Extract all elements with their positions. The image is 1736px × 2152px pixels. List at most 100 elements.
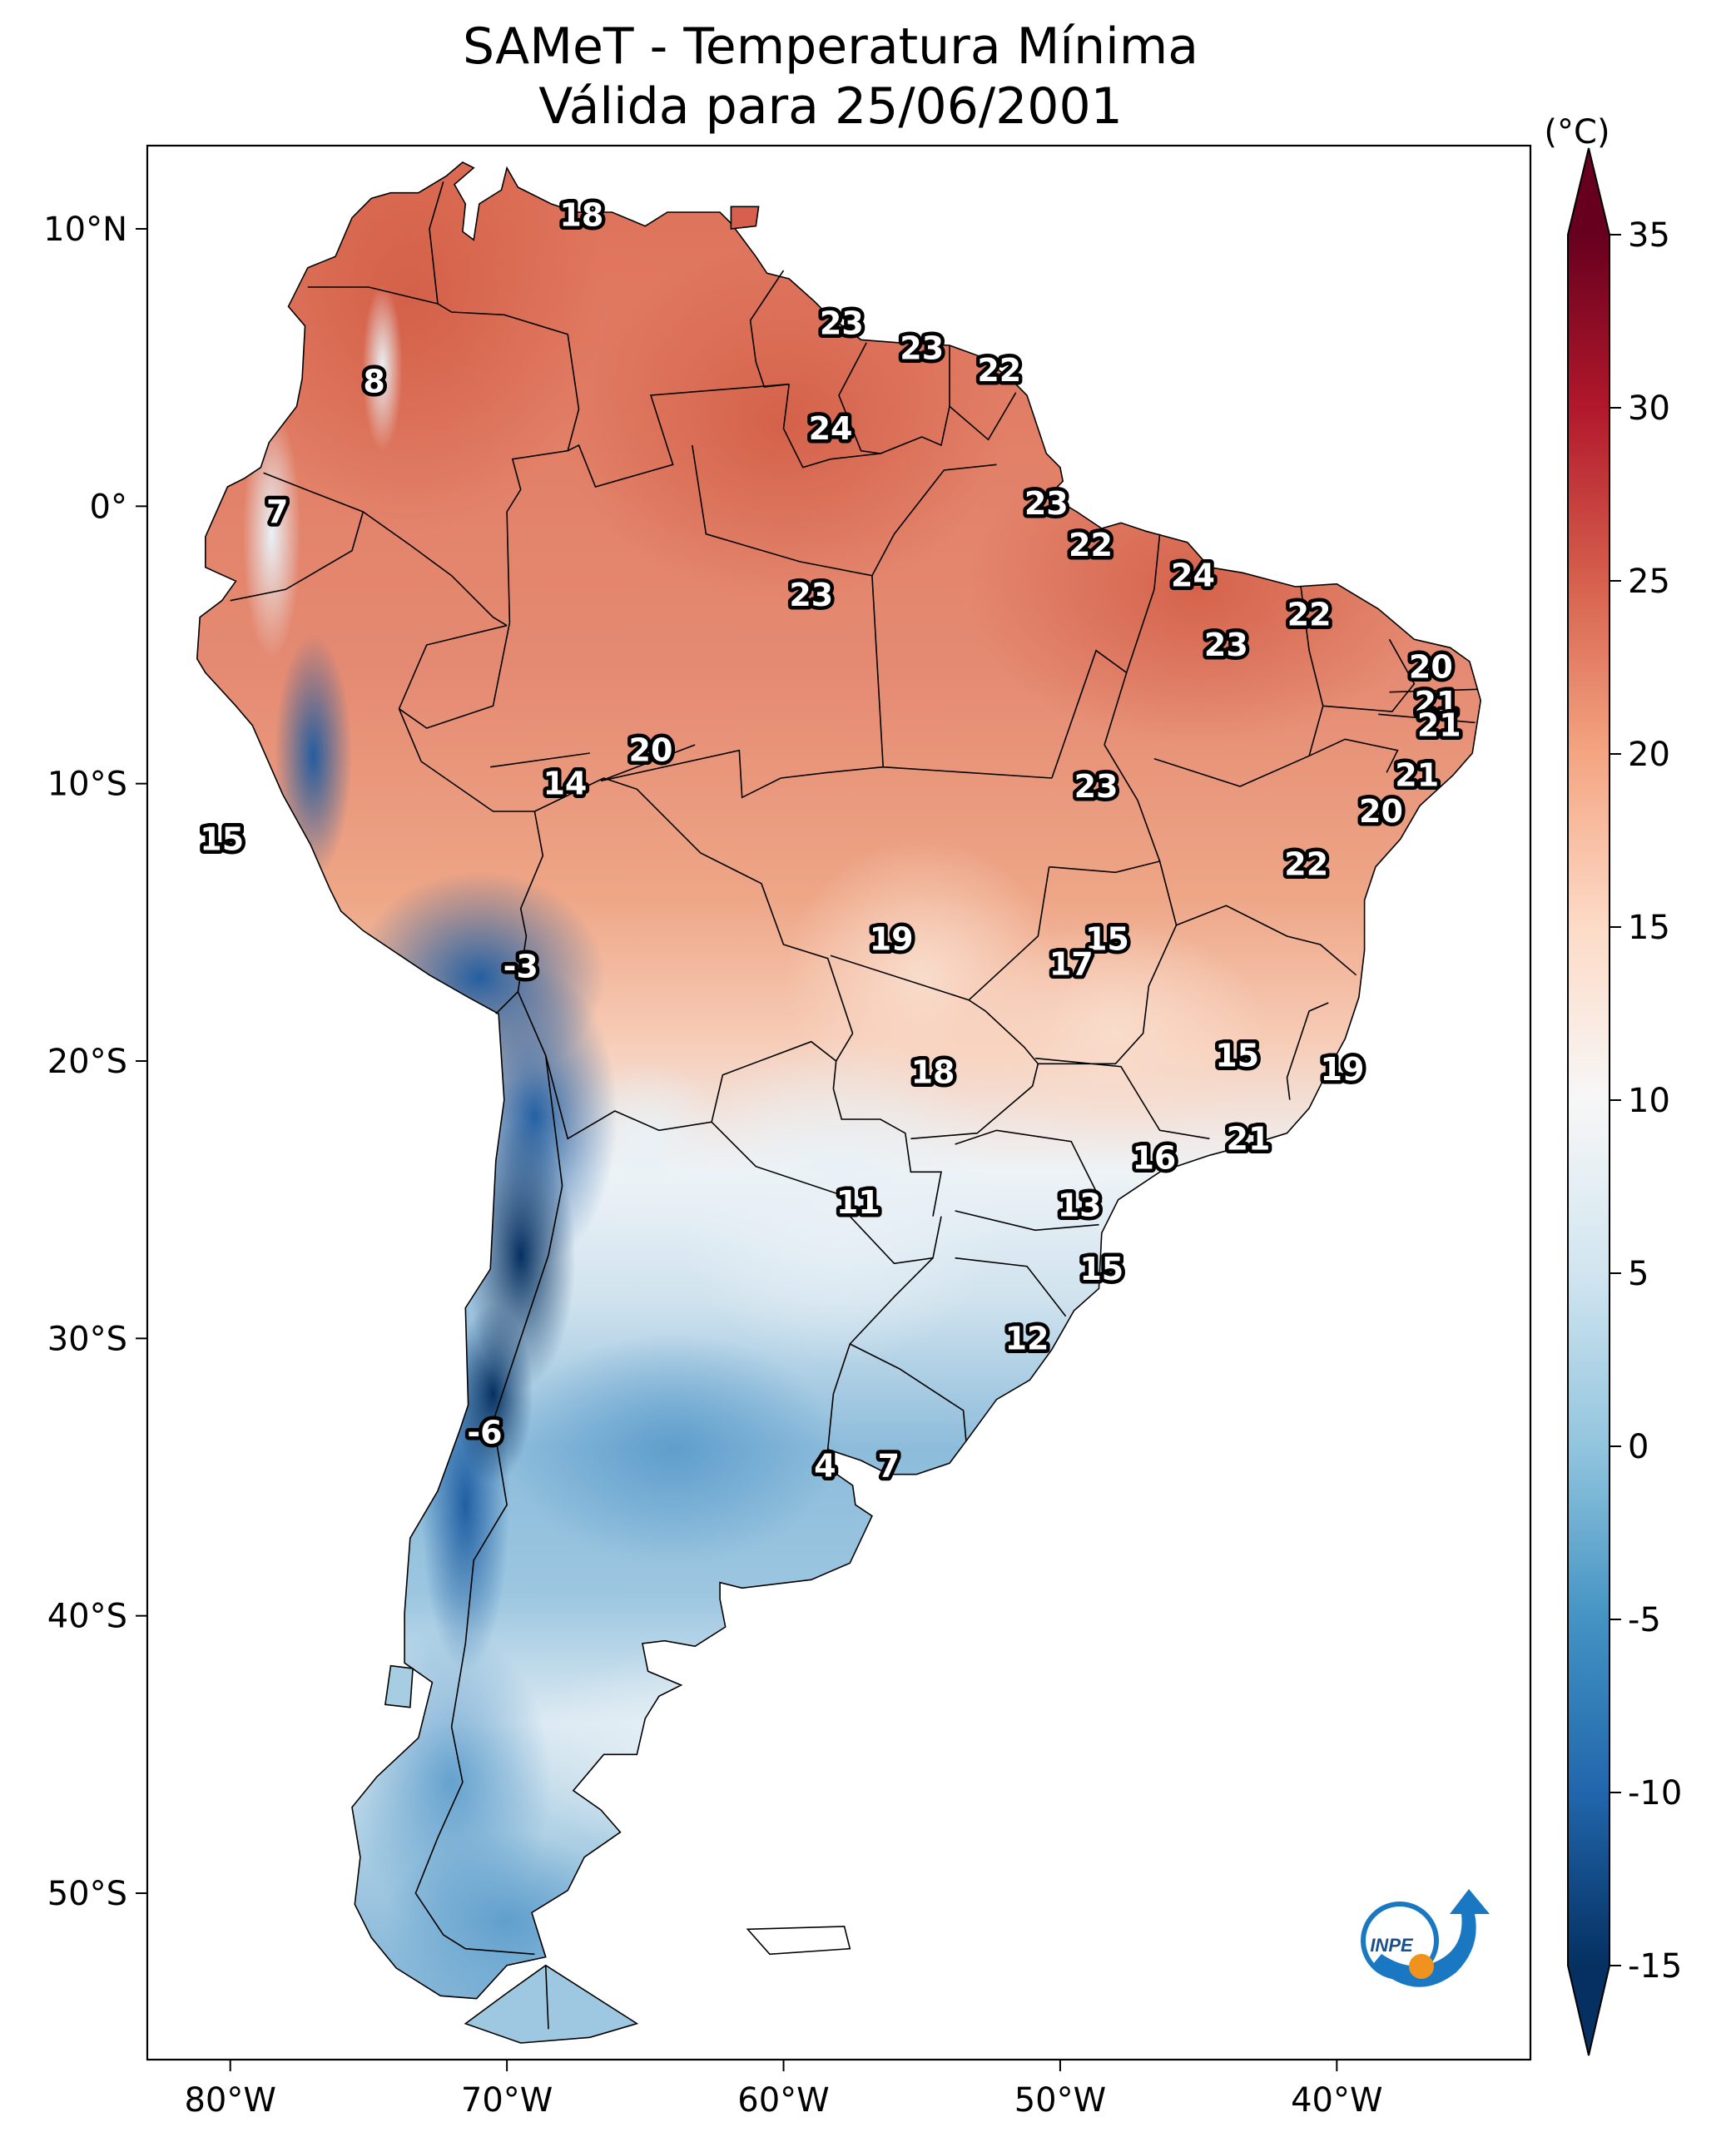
logo-text: INPE — [1370, 1935, 1414, 1956]
temperature-patch — [453, 1304, 533, 1484]
island — [464, 1964, 639, 2044]
colorbar-tick-label: 10 — [1628, 1082, 1670, 1120]
lon-tick-label: 40°W — [1291, 2081, 1382, 2120]
temperature-value-label: 24 — [1171, 558, 1215, 594]
state-border — [1049, 649, 1161, 874]
state-border — [1322, 638, 1416, 712]
longitude-axis: 80°W 70°W 60°W 50°W 40°W — [184, 2060, 1383, 2120]
temperature-value-label: 21 — [1415, 685, 1459, 721]
temperature-value-label: 23 — [1024, 485, 1069, 522]
temperature-value-label: 4 — [814, 1448, 836, 1485]
land-temperature-field — [196, 161, 1482, 2000]
colorbar: (°C) 35 30 25 20 15 10 5 0 -5 -10 -15 — [1544, 113, 1682, 2056]
temperature-value-label: 22 — [977, 352, 1021, 389]
colorbar-unit: (°C) — [1544, 113, 1610, 151]
lon-tick-label: 70°W — [461, 2081, 553, 2120]
temperature-value-label: 23 — [820, 305, 864, 341]
temperature-value-label: 8 — [363, 363, 384, 399]
state-border — [600, 744, 696, 782]
logo-arrow-icon — [1373, 1889, 1490, 1987]
state-border — [955, 1257, 1067, 1317]
temperature-value-label: -6 — [467, 1415, 502, 1451]
temperature-value-label: 22 — [1287, 596, 1332, 632]
colorbar-tick-label: 5 — [1628, 1255, 1649, 1293]
country-border — [429, 181, 444, 305]
islands — [384, 206, 851, 2044]
colorbar-scale — [1568, 235, 1610, 1966]
state-border — [1300, 586, 1324, 756]
state-border — [1176, 905, 1357, 976]
chart-title: SAMeT - Temperatura Mínima — [463, 17, 1198, 76]
temperature-value-label: 21 — [1417, 707, 1461, 744]
temperature-value-label: 24 — [809, 410, 853, 447]
colorbar-tick-label: 15 — [1628, 909, 1670, 947]
temperature-value-label: 20 — [1359, 793, 1403, 830]
lon-tick-label: 50°W — [1014, 2081, 1106, 2120]
colorbar-tick-label: 0 — [1628, 1428, 1649, 1466]
temperature-value-label: 15 — [200, 821, 244, 857]
temperature-value-label: 13 — [1058, 1187, 1102, 1223]
temperature-value-label: 23 — [789, 577, 833, 613]
temperature-patch — [242, 409, 301, 659]
country-border — [399, 622, 511, 729]
temperature-value-label: 23 — [900, 330, 944, 366]
colorbar-ticks: 35 30 25 20 15 10 5 0 -5 -10 -15 — [1610, 216, 1682, 1986]
country-borders — [230, 181, 1478, 2030]
lat-tick-label: 10°S — [47, 766, 127, 804]
state-border — [871, 464, 997, 577]
lat-tick-label: 50°S — [47, 1875, 127, 1913]
lat-tick-label: 20°S — [47, 1043, 127, 1081]
colorbar-tick-label: 25 — [1628, 563, 1670, 601]
country-border — [230, 472, 365, 602]
temperature-value-label: 17 — [1049, 945, 1094, 982]
lat-tick-label: 10°N — [43, 211, 127, 249]
state-border — [1034, 1057, 1210, 1140]
country-border — [414, 1055, 563, 1956]
state-border — [600, 749, 884, 799]
colorbar-tick-label: -15 — [1628, 1947, 1682, 1986]
temperature-value-label: 20 — [629, 732, 673, 769]
lon-tick-label: 80°W — [184, 2081, 275, 2120]
island — [746, 1926, 851, 1956]
temperature-value-label: 18 — [911, 1054, 955, 1090]
colorbar-tick-label: -10 — [1628, 1774, 1682, 1812]
country-border — [782, 384, 880, 469]
country-border — [567, 383, 790, 488]
temperature-value-label: 22 — [1069, 527, 1113, 563]
island — [384, 1664, 414, 1708]
country-border — [838, 342, 950, 454]
colorbar-top-extension — [1568, 148, 1610, 235]
inpe-logo: INPE — [1361, 1889, 1490, 1987]
temperature-value-label: 19 — [1321, 1051, 1365, 1088]
state-border — [955, 1129, 1103, 1203]
latitude-axis: 10°N 0° 10°S 20°S 30°S 40°S 50°S — [43, 211, 147, 1913]
temperature-value-label: -3 — [503, 949, 538, 985]
temperature-value-label: 15 — [1079, 1251, 1123, 1287]
island — [730, 206, 760, 230]
state-border — [1153, 738, 1399, 787]
temperature-value-label: 15 — [1215, 1037, 1259, 1074]
temperature-value-label: 18 — [559, 196, 603, 233]
colorbar-tick-label: 35 — [1628, 216, 1670, 255]
colorbar-bottom-extension — [1568, 1966, 1610, 2055]
country-border — [534, 777, 854, 1034]
lon-tick-label: 60°W — [737, 2081, 829, 2120]
state-border — [968, 866, 1050, 1001]
temperature-value-label: 11 — [836, 1184, 880, 1221]
country-border — [949, 392, 1017, 441]
colorbar-tick-label: 30 — [1628, 389, 1670, 428]
lat-tick-label: 40°S — [47, 1598, 127, 1636]
country-border — [849, 1343, 967, 1441]
country-border — [307, 286, 580, 623]
state-border — [955, 1210, 1099, 1232]
temperature-value-label: 23 — [1204, 627, 1248, 663]
state-border — [1125, 533, 1161, 673]
lat-tick-label: 0° — [90, 488, 127, 526]
state-border — [1286, 1002, 1329, 1100]
chart-subtitle: Válida para 25/06/2001 — [538, 77, 1123, 136]
country-border — [544, 1965, 549, 2030]
temperature-patch — [672, 1034, 1005, 1366]
